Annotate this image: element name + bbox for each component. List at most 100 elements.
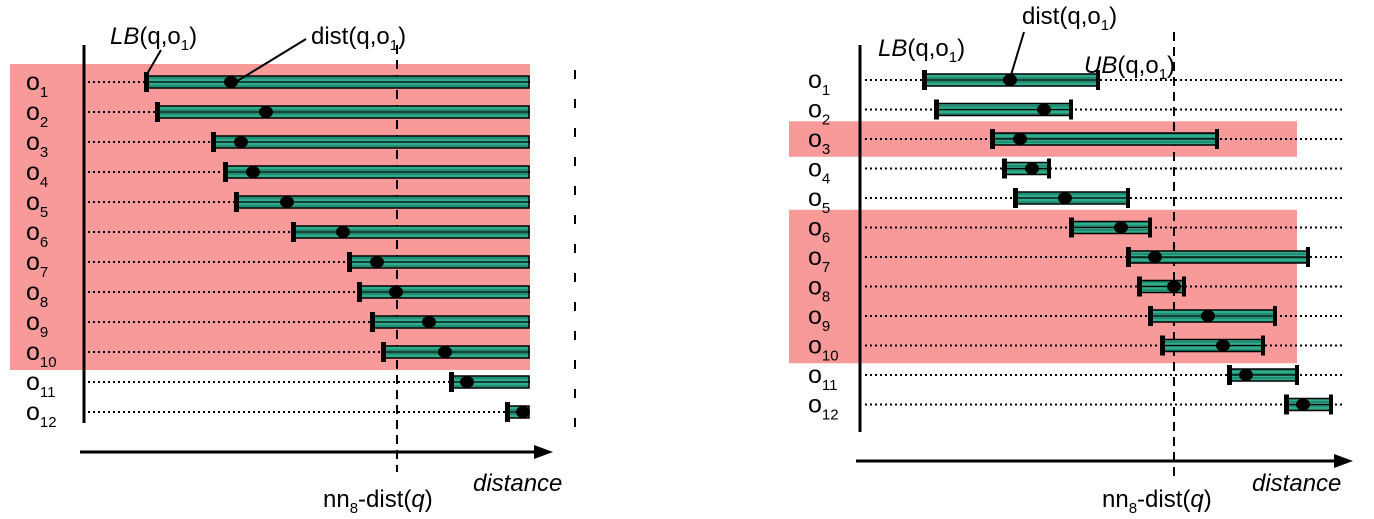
left-lb-tick-o7 bbox=[347, 252, 352, 272]
left-lb-tick-o5 bbox=[234, 192, 239, 212]
right-row-label-subscript: 6 bbox=[822, 230, 830, 247]
right-ub-tick-o10 bbox=[1261, 335, 1265, 356]
right-row-label-letter: o bbox=[808, 214, 822, 242]
right-lb-tick-o6 bbox=[1069, 217, 1074, 238]
right-row-label-o5: o5 bbox=[808, 184, 830, 217]
right-row-label-subscript: 3 bbox=[822, 141, 830, 158]
left-dist-dot-o1 bbox=[224, 76, 238, 88]
left-intervals bbox=[144, 72, 530, 422]
right-interval-o2 bbox=[934, 99, 1073, 120]
left-dist-pointer bbox=[233, 38, 307, 84]
right-row-label-letter: o bbox=[808, 391, 822, 419]
right-row-label-o3: o3 bbox=[808, 125, 830, 158]
right-ub-tick-o8 bbox=[1182, 276, 1186, 297]
right-ub-tick-o9 bbox=[1273, 306, 1277, 326]
left-row-label-letter: o bbox=[26, 128, 40, 156]
right-interval-o11 bbox=[1227, 365, 1299, 385]
left-row-label-subscript: 5 bbox=[40, 204, 48, 221]
left-interval-o12 bbox=[505, 402, 530, 422]
right-lb-tick-o8 bbox=[1137, 276, 1142, 297]
left-dist-dot-o8 bbox=[389, 286, 403, 298]
left-interval-o11 bbox=[449, 372, 530, 392]
right-row-label-o8: o8 bbox=[808, 273, 830, 306]
left-interval-o5 bbox=[234, 192, 530, 212]
left-row-label-letter: o bbox=[26, 338, 40, 366]
right-interval-o9 bbox=[1148, 306, 1277, 326]
left-row-label-subscript: 9 bbox=[40, 324, 48, 341]
left-interval-o2 bbox=[155, 102, 530, 122]
left-lb-tick-o6 bbox=[291, 222, 296, 242]
left-dist-dot-o6 bbox=[336, 226, 350, 238]
left-lb-tick-o3 bbox=[211, 132, 216, 152]
right-dist-dot-o10 bbox=[1216, 339, 1230, 352]
right-row-label-subscript: 5 bbox=[822, 200, 830, 217]
right-ub-tick-o5 bbox=[1126, 188, 1130, 208]
left-row-label-subscript: 2 bbox=[40, 114, 48, 131]
right-interval-o4 bbox=[1002, 158, 1051, 179]
left-distance-axis-label: distance bbox=[473, 470, 562, 497]
left-row-label-letter: o bbox=[26, 218, 40, 246]
left-row-label-o7: o7 bbox=[26, 248, 48, 281]
right-dist-dot-o11 bbox=[1239, 369, 1253, 381]
right-dist-dot-o5 bbox=[1058, 192, 1072, 204]
left-lb-tick-o12 bbox=[505, 402, 510, 422]
right-dist-dot-o12 bbox=[1296, 398, 1310, 411]
left-row-label-letter: o bbox=[26, 248, 40, 276]
right-interval-o3 bbox=[990, 129, 1219, 149]
right-interval-o8 bbox=[1137, 276, 1186, 297]
right-row-label-subscript: 11 bbox=[822, 377, 838, 394]
left-row-label-o5: o5 bbox=[26, 188, 48, 221]
right-dist-annotation: dist(q,o1) bbox=[1022, 3, 1117, 34]
right-ub-tick-o1 bbox=[1096, 70, 1100, 90]
right-lb-tick-o9 bbox=[1148, 306, 1153, 326]
left-dist-annotation: dist(q,o1) bbox=[311, 23, 406, 54]
left-row-label-subscript: 11 bbox=[40, 384, 56, 401]
left-row-label-o3: o3 bbox=[26, 128, 48, 161]
right-row-label-letter: o bbox=[808, 243, 822, 271]
right-ub-tick-o11 bbox=[1295, 365, 1299, 385]
left-interval-o10 bbox=[381, 342, 530, 362]
right-row-label-letter: o bbox=[808, 361, 822, 389]
right-row-label-o7: o7 bbox=[808, 243, 830, 276]
right-ub-tick-o6 bbox=[1148, 217, 1152, 238]
left-row-label-o12: o12 bbox=[26, 398, 57, 431]
right-row-label-subscript: 9 bbox=[822, 318, 830, 335]
right-row-label-o4: o4 bbox=[808, 155, 830, 188]
right-dist-dot-o1 bbox=[1003, 74, 1017, 86]
right-dist-dot-o8 bbox=[1167, 280, 1181, 293]
right-row-label-subscript: 2 bbox=[822, 112, 830, 129]
right-row-label-letter: o bbox=[808, 184, 822, 212]
left-row-label-subscript: 12 bbox=[40, 414, 57, 431]
right-highlight-layer bbox=[789, 121, 1297, 364]
left-lb-tick-o2 bbox=[155, 102, 160, 122]
left-lb-tick-o4 bbox=[223, 162, 228, 182]
right-lb-tick-o12 bbox=[1284, 394, 1289, 415]
left-row-label-letter: o bbox=[26, 68, 40, 96]
right-lb-tick-o3 bbox=[990, 129, 995, 149]
right-intervals bbox=[922, 70, 1333, 415]
right-dist-dot-o3 bbox=[1013, 133, 1027, 145]
left-nn-dist-label: nn8-dist(q) bbox=[323, 486, 433, 517]
left-row-label-letter: o bbox=[26, 158, 40, 186]
left-dist-dot-o11 bbox=[460, 376, 474, 388]
right-distance-axis-label: distance bbox=[1252, 470, 1341, 497]
right-interval-o10 bbox=[1160, 335, 1265, 356]
right-row-label-letter: o bbox=[808, 96, 822, 124]
left-dist-dot-o10 bbox=[438, 346, 452, 358]
right-highlight-band-2 bbox=[789, 209, 1297, 364]
right-lb-tick-o4 bbox=[1002, 158, 1007, 179]
right-lb-tick-o10 bbox=[1160, 335, 1165, 356]
left-dist-dot-o7 bbox=[370, 256, 384, 268]
left-dist-dot-o2 bbox=[259, 106, 273, 118]
left-lb-tick-o1 bbox=[144, 72, 149, 92]
left-interval-o4 bbox=[223, 162, 530, 182]
left-dist-dot-o9 bbox=[422, 316, 436, 328]
right-interval-o7 bbox=[1126, 247, 1310, 267]
right-row-label-letter: o bbox=[808, 125, 822, 153]
left-row-label-o10: o10 bbox=[26, 338, 57, 371]
left-lb-pointer bbox=[146, 49, 162, 75]
left-row-label-subscript: 4 bbox=[40, 174, 48, 191]
left-row-label-subscript: 10 bbox=[40, 354, 57, 371]
